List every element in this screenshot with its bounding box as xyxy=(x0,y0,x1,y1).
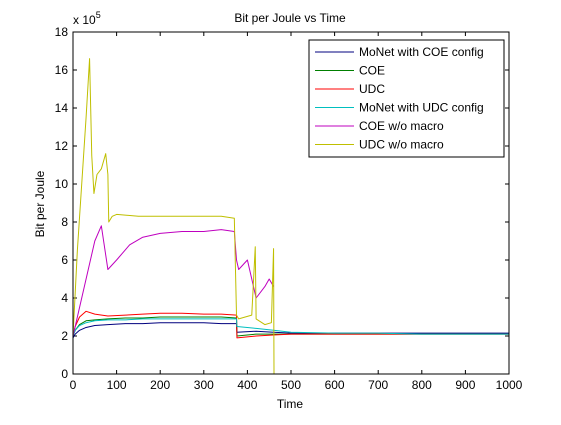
y-tick-label: 4 xyxy=(61,291,68,305)
chart-title: Bit per Joule vs Time xyxy=(234,11,346,25)
legend-entry-label: MoNet with UDC config xyxy=(359,101,484,115)
x-tick-label: 600 xyxy=(325,378,345,392)
y-tick-label: 14 xyxy=(55,101,69,115)
x-tick-label: 0 xyxy=(70,378,77,392)
y-axis-label: Bit per Joule xyxy=(33,170,47,237)
series-lines xyxy=(72,58,509,375)
x-tick-label: 200 xyxy=(150,378,170,392)
y-tick-label: 12 xyxy=(55,139,69,153)
y-exponent-label: x 105 xyxy=(73,10,101,27)
x-tick-label: 800 xyxy=(412,378,432,392)
legend-entry-label: COE w/o macro xyxy=(359,119,444,133)
legend-entry-label: MoNet with COE config xyxy=(359,45,484,59)
y-tick-label: 6 xyxy=(61,253,68,267)
y-exponent-base: x 10 xyxy=(73,13,96,27)
series-line-5 xyxy=(72,225,274,337)
x-tick-label: 400 xyxy=(237,378,257,392)
series-line-1 xyxy=(72,322,509,339)
series-line-4 xyxy=(72,318,509,337)
legend: MoNet with COE config COE UDC MoNet with UD… xyxy=(308,39,505,158)
x-tick-label: 700 xyxy=(368,378,388,392)
x-tick-label: 900 xyxy=(455,378,475,392)
legend-entry-label: COE xyxy=(359,64,385,78)
y-tick-label: 18 xyxy=(55,25,69,39)
series-line-3 xyxy=(72,310,509,339)
y-tick-label: 10 xyxy=(55,177,69,191)
legend-entry-label: UDC w/o macro xyxy=(359,138,444,152)
legend-entry-label: UDC xyxy=(359,82,385,96)
y-tick-label: 8 xyxy=(61,215,68,229)
x-tick-label: 500 xyxy=(281,378,301,392)
y-exponent-power: 5 xyxy=(96,10,101,20)
series-line-6 xyxy=(72,58,275,375)
legend-box xyxy=(308,39,505,158)
y-tick-label: 0 xyxy=(61,367,68,381)
x-tick-label: 300 xyxy=(194,378,214,392)
x-axis-label: Time xyxy=(277,397,304,411)
axis-ticks: 0 100 200 300 400 500 600 700 800 900 1000 0 2 4 6 8 10 1… xyxy=(55,25,523,392)
plot-frame xyxy=(72,31,510,375)
y-tick-label: 16 xyxy=(55,63,69,77)
x-tick-label: 1000 xyxy=(496,378,523,392)
y-tick-label: 2 xyxy=(61,329,68,343)
x-tick-label: 100 xyxy=(107,378,127,392)
